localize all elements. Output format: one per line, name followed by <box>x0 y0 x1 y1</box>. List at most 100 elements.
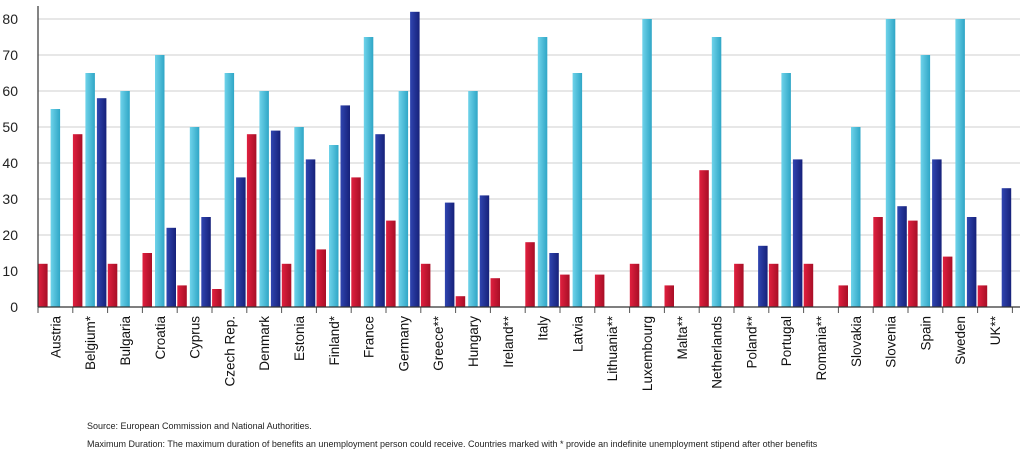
bar <box>166 227 176 307</box>
bar <box>212 289 222 307</box>
x-tick-label: Bulgaria <box>118 316 133 366</box>
x-tick-label: Croatia <box>153 316 168 360</box>
x-tick-label: Czech Rep. <box>222 316 237 387</box>
x-tick-label: Greece** <box>431 315 446 371</box>
x-tick-label: Netherlands <box>710 316 725 389</box>
x-tick-label: Latvia <box>570 316 585 353</box>
bar <box>955 19 965 307</box>
bar <box>629 263 640 307</box>
bar <box>560 274 570 307</box>
bar <box>142 253 152 307</box>
bar <box>85 73 95 307</box>
duration-note: Maximum Duration: The maximum duration o… <box>87 439 818 449</box>
bar <box>537 37 548 307</box>
bar <box>479 195 490 307</box>
bar <box>838 285 848 307</box>
x-tick-label: Malta** <box>675 315 690 359</box>
bar <box>224 73 235 307</box>
bar <box>270 130 281 307</box>
bar <box>236 177 246 307</box>
bar <box>1001 188 1012 307</box>
bar <box>897 206 907 307</box>
x-tick-label: Belgium* <box>83 315 98 370</box>
bar <box>699 170 709 307</box>
bar <box>734 263 744 307</box>
x-tick-label: Sweden <box>953 316 968 365</box>
axes: 0 10 20 30 40 50 60 70 80 Austria Belgium* Bulgaria… <box>2 6 1020 391</box>
x-tick-label: Estonia <box>292 316 307 362</box>
bar <box>572 73 583 307</box>
bar <box>329 145 339 307</box>
bar <box>549 253 559 307</box>
y-tick-label: 40 <box>2 155 18 171</box>
bar <box>107 263 118 307</box>
bar <box>316 249 326 307</box>
bar <box>758 245 768 307</box>
bar <box>38 263 48 307</box>
x-tick-label: Austria <box>48 316 63 359</box>
bar <box>851 127 861 307</box>
bar <box>72 134 83 307</box>
x-tick-label: Luxembourg <box>640 316 655 391</box>
bar <box>920 55 931 307</box>
x-tick-label: Ireland** <box>501 315 516 368</box>
bar <box>420 263 431 307</box>
bar <box>873 217 883 307</box>
x-tick-label: Spain <box>918 316 933 351</box>
bar <box>305 159 316 307</box>
x-tick-label: Portugal <box>779 316 794 366</box>
x-tick-label: France <box>362 316 377 358</box>
bar <box>398 91 409 307</box>
bar <box>768 263 779 307</box>
bar <box>525 242 535 307</box>
bar <box>177 285 187 307</box>
x-tick-label: Cyprus <box>188 316 203 359</box>
x-tick-label: Italy <box>536 316 551 341</box>
x-tick-label: Denmark <box>257 316 272 371</box>
x-tick-label: Lithuania** <box>605 315 620 381</box>
bar <box>189 127 200 307</box>
bar <box>375 134 385 307</box>
y-tick-label: 80 <box>2 11 18 27</box>
y-tick-label: 50 <box>2 119 18 135</box>
y-tick-label: 70 <box>2 47 18 63</box>
bar <box>444 202 455 307</box>
bar <box>468 91 478 307</box>
bar <box>642 19 652 307</box>
bar <box>455 296 466 307</box>
bar <box>977 285 988 307</box>
bar <box>351 177 361 307</box>
bar <box>281 263 292 307</box>
bar <box>410 11 420 308</box>
bar <box>932 159 942 307</box>
y-tick-label: 0 <box>10 299 18 315</box>
bar <box>201 217 211 307</box>
y-tick-label: 20 <box>2 227 18 243</box>
bar <box>781 73 791 307</box>
bar <box>259 91 269 307</box>
y-tick-label: 10 <box>2 263 18 279</box>
x-tick-label: UK** <box>988 315 1003 345</box>
x-tick-label: Slovenia <box>884 316 899 368</box>
bar <box>885 19 896 307</box>
bar <box>490 278 500 307</box>
bar <box>386 220 396 307</box>
x-tick-label: Poland** <box>744 315 759 368</box>
bar <box>50 109 61 307</box>
bar <box>120 91 130 307</box>
bar <box>340 105 350 308</box>
bar <box>942 256 953 307</box>
bar <box>711 37 722 307</box>
bar <box>96 98 107 307</box>
x-tick-label: Finland* <box>327 315 342 365</box>
bar <box>908 220 918 307</box>
bar <box>594 274 605 307</box>
x-tick-label: Slovakia <box>849 316 864 368</box>
bar <box>294 127 304 307</box>
y-tick-label: 30 <box>2 191 18 207</box>
x-tick-label: Germany <box>396 316 411 372</box>
bar <box>246 134 257 307</box>
x-tick-label: Romania** <box>814 315 829 380</box>
bar <box>363 37 374 307</box>
bars <box>38 11 1012 308</box>
